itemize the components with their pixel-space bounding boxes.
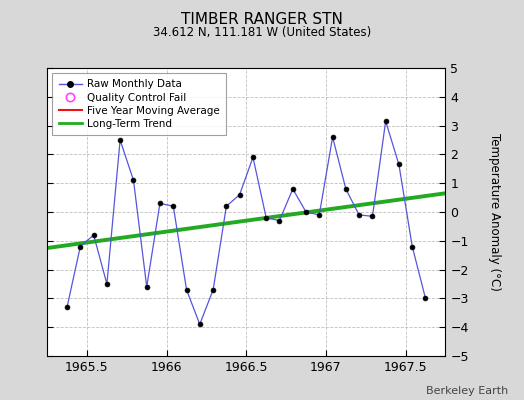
Text: Berkeley Earth: Berkeley Earth	[426, 386, 508, 396]
Text: 34.612 N, 111.181 W (United States): 34.612 N, 111.181 W (United States)	[153, 26, 371, 39]
Text: TIMBER RANGER STN: TIMBER RANGER STN	[181, 12, 343, 27]
Y-axis label: Temperature Anomaly (°C): Temperature Anomaly (°C)	[488, 133, 501, 291]
Legend: Raw Monthly Data, Quality Control Fail, Five Year Moving Average, Long-Term Tren: Raw Monthly Data, Quality Control Fail, …	[52, 73, 226, 135]
